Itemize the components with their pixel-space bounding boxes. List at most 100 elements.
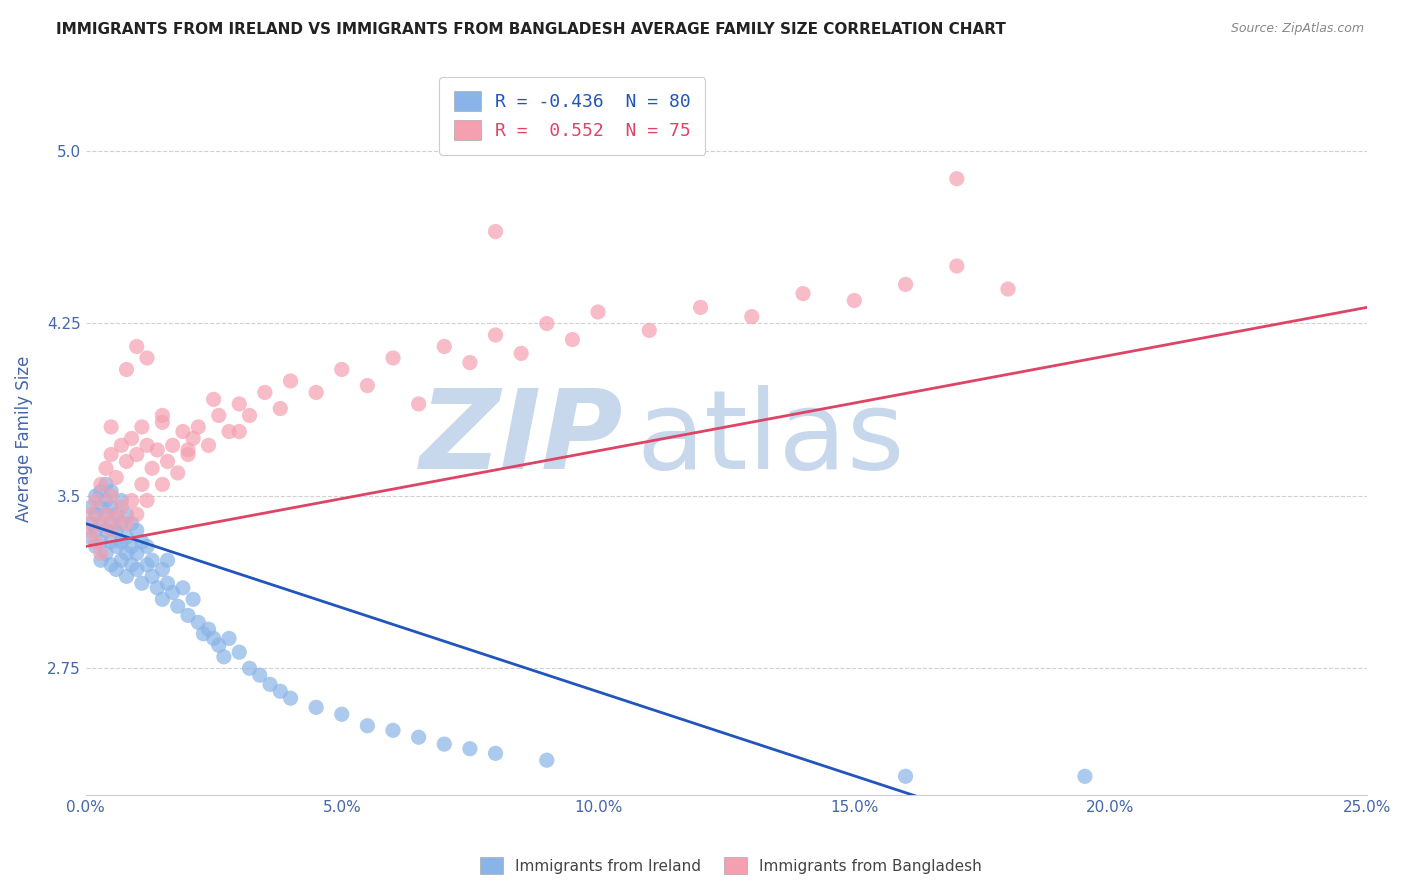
- Point: [638, 323, 661, 337]
- Point: [536, 753, 558, 767]
- Point: [94, 477, 117, 491]
- Point: [946, 171, 969, 186]
- Point: [84, 493, 107, 508]
- Point: [79, 500, 101, 515]
- Point: [150, 592, 173, 607]
- Point: [844, 293, 866, 308]
- Point: [110, 553, 132, 567]
- Point: [79, 530, 101, 544]
- Point: [100, 420, 122, 434]
- Point: [84, 489, 107, 503]
- Point: [177, 442, 200, 457]
- Point: [202, 392, 225, 407]
- Point: [150, 477, 173, 491]
- Point: [79, 516, 101, 531]
- Point: [382, 351, 405, 365]
- Point: [1074, 769, 1097, 783]
- Point: [110, 516, 132, 531]
- Point: [131, 534, 153, 549]
- Point: [269, 684, 291, 698]
- Point: [150, 562, 173, 576]
- Point: [100, 448, 122, 462]
- Point: [105, 524, 128, 538]
- Point: [202, 632, 225, 646]
- Text: Source: ZipAtlas.com: Source: ZipAtlas.com: [1230, 22, 1364, 36]
- Point: [433, 737, 456, 751]
- Point: [208, 638, 231, 652]
- Point: [997, 282, 1019, 296]
- Point: [150, 409, 173, 423]
- Point: [228, 397, 250, 411]
- Point: [110, 534, 132, 549]
- Point: [356, 719, 378, 733]
- Point: [100, 524, 122, 538]
- Point: [510, 346, 533, 360]
- Point: [458, 355, 481, 369]
- Point: [125, 339, 148, 353]
- Point: [90, 477, 112, 491]
- Point: [172, 425, 194, 439]
- Point: [181, 432, 204, 446]
- Point: [238, 409, 260, 423]
- Point: [136, 540, 159, 554]
- Point: [84, 524, 107, 538]
- Point: [79, 508, 101, 522]
- Point: [484, 747, 506, 761]
- Point: [125, 546, 148, 560]
- Y-axis label: Average Family Size: Average Family Size: [15, 355, 32, 522]
- Legend: R = -0.436  N = 80, R =  0.552  N = 75: R = -0.436 N = 80, R = 0.552 N = 75: [439, 77, 706, 154]
- Point: [484, 328, 506, 343]
- Point: [115, 569, 138, 583]
- Point: [105, 512, 128, 526]
- Point: [218, 425, 240, 439]
- Point: [280, 691, 302, 706]
- Legend: Immigrants from Ireland, Immigrants from Bangladesh: Immigrants from Ireland, Immigrants from…: [474, 851, 988, 880]
- Point: [187, 420, 209, 434]
- Point: [84, 540, 107, 554]
- Point: [356, 378, 378, 392]
- Point: [238, 661, 260, 675]
- Point: [136, 351, 159, 365]
- Text: atlas: atlas: [637, 385, 905, 491]
- Point: [408, 397, 430, 411]
- Point: [136, 493, 159, 508]
- Point: [115, 546, 138, 560]
- Point: [141, 461, 163, 475]
- Point: [105, 470, 128, 484]
- Point: [536, 317, 558, 331]
- Point: [177, 448, 200, 462]
- Point: [249, 668, 271, 682]
- Point: [146, 581, 169, 595]
- Point: [90, 553, 112, 567]
- Point: [100, 489, 122, 503]
- Point: [172, 581, 194, 595]
- Point: [141, 553, 163, 567]
- Point: [115, 516, 138, 531]
- Point: [187, 615, 209, 630]
- Point: [269, 401, 291, 416]
- Point: [115, 508, 138, 522]
- Point: [94, 546, 117, 560]
- Point: [90, 546, 112, 560]
- Point: [131, 477, 153, 491]
- Point: [100, 500, 122, 515]
- Point: [90, 516, 112, 531]
- Point: [162, 585, 184, 599]
- Point: [484, 225, 506, 239]
- Point: [136, 438, 159, 452]
- Point: [166, 599, 188, 614]
- Point: [115, 530, 138, 544]
- Point: [115, 454, 138, 468]
- Point: [94, 508, 117, 522]
- Point: [259, 677, 281, 691]
- Point: [166, 466, 188, 480]
- Point: [156, 553, 179, 567]
- Point: [458, 741, 481, 756]
- Point: [156, 454, 179, 468]
- Point: [131, 420, 153, 434]
- Point: [177, 608, 200, 623]
- Point: [94, 524, 117, 538]
- Point: [125, 508, 148, 522]
- Point: [894, 769, 917, 783]
- Point: [228, 425, 250, 439]
